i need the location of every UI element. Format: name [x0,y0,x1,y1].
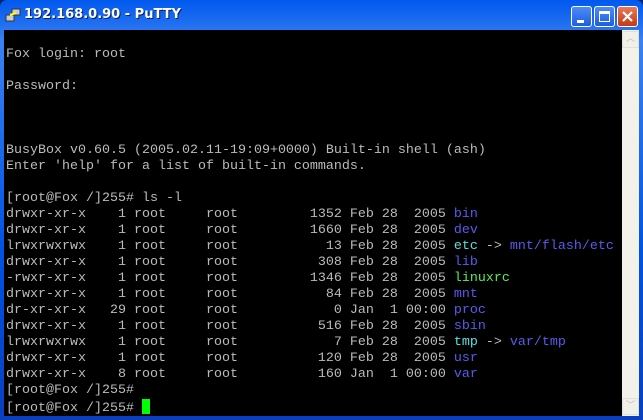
terminal-line [6,127,614,143]
close-button[interactable] [617,6,638,27]
listing-filename: tmp [453,335,478,350]
terminal-line: Fox login: root [6,47,126,62]
link-arrow: -> [477,335,510,350]
vertical-scrollbar[interactable]: ︿ ﹀ [622,30,639,416]
listing-attributes: dr-xr-xr-x 29 root root 0 Jan 1 00:00 [6,303,454,318]
terminal-line [6,175,614,191]
listing-row: dr-xr-xr-x 29 root root 0 Jan 1 00:00 pr… [6,303,614,319]
listing-row: drwxr-xr-x 1 root root 308 Feb 28 2005 l… [6,255,614,271]
terminal-line [6,63,614,79]
listing-row: drwxr-xr-x 1 root root 1660 Feb 28 2005 … [6,223,614,239]
listing-attributes: -rwxr-xr-x 1 root root 1346 Feb 28 2005 [6,271,454,286]
listing-row: drwxr-xr-x 1 root root 1352 Feb 28 2005 … [6,207,614,223]
terminal-line: Password: [6,79,78,94]
terminal-output: Fox login: root Password: BusyBox v0.60.5 … [6,31,614,416]
listing-filename: dev [453,223,478,238]
link-target: var/tmp [509,335,566,350]
listing-filename: lib [453,255,478,270]
link-target: mnt/flash/etc [509,239,614,254]
listing-filename: bin [453,207,478,222]
terminal-line [6,31,614,47]
scroll-down-button[interactable]: ﹀ [622,398,639,415]
listing-filename: proc [453,303,486,318]
listing-row: drwxr-xr-x 1 root root 84 Feb 28 2005 mn… [6,287,614,303]
terminal-line [6,95,614,111]
terminal-line: BusyBox v0.60.5 (2005.02.11-19:09+0000) … [6,143,486,158]
listing-filename: linuxrc [453,271,510,286]
current-prompt-line: [root@Fox /]255# [6,399,614,416]
listing-row: lrwxrwxrwx 1 root root 13 Feb 28 2005 et… [6,239,614,255]
link-arrow: -> [477,239,510,254]
cursor [141,399,150,414]
chevron-up-icon: ︿ [625,34,635,44]
listing-filename: mnt [453,287,478,302]
title-bar[interactable]: 192.168.0.90 - PuTTY [0,0,643,30]
maximize-button[interactable] [594,6,615,27]
listing-attributes: drwxr-xr-x 1 root root 1660 Feb 28 2005 [6,223,454,238]
prompt: [root@Fox /]255# [6,401,142,416]
terminal-line: Enter 'help' for a list of built-in comm… [6,159,366,174]
listing-attributes: lrwxrwxrwx 1 root root 13 Feb 28 2005 [6,239,454,254]
minimize-icon [577,20,584,23]
listing-filename: etc [453,239,478,254]
terminal-line [6,111,614,127]
listing-row: drwxr-xr-x 1 root root 516 Feb 28 2005 s… [6,319,614,335]
listing-filename: var [453,367,478,382]
listing-row: lrwxrwxrwx 1 root root 7 Feb 28 2005 tmp… [6,335,614,351]
terminal-line: [root@Fox /]255# [6,383,142,398]
listing-row: drwxr-xr-x 8 root root 160 Jan 1 00:00 v… [6,367,614,383]
putty-icon [5,8,21,22]
listing-attributes: drwxr-xr-x 1 root root 308 Feb 28 2005 [6,255,454,270]
terminal-area[interactable]: Fox login: root Password: BusyBox v0.60.5 … [4,30,622,416]
listing-attributes: drwxr-xr-x 1 root root 120 Feb 28 2005 [6,351,454,366]
listing-row: -rwxr-xr-x 1 root root 1346 Feb 28 2005 … [6,271,614,287]
listing-attributes: drwxr-xr-x 8 root root 160 Jan 1 00:00 [6,367,454,382]
listing-filename: usr [453,351,478,366]
chevron-down-icon: ﹀ [625,401,635,411]
listing-attributes: drwxr-xr-x 1 root root 1352 Feb 28 2005 [6,207,454,222]
close-icon [622,11,633,22]
listing-attributes: drwxr-xr-x 1 root root 516 Feb 28 2005 [6,319,454,334]
minimize-button[interactable] [571,6,592,27]
scroll-up-button[interactable]: ︿ [622,31,639,48]
listing-attributes: lrwxrwxrwx 1 root root 7 Feb 28 2005 [6,335,454,350]
maximize-icon [599,11,610,22]
listing-attributes: drwxr-xr-x 1 root root 84 Feb 28 2005 [6,287,454,302]
listing-row: drwxr-xr-x 1 root root 120 Feb 28 2005 u… [6,351,614,367]
listing-filename: sbin [453,319,486,334]
terminal-line: [root@Fox /]255# ls -l [6,191,182,206]
window-title: 192.168.0.90 - PuTTY [24,7,181,22]
